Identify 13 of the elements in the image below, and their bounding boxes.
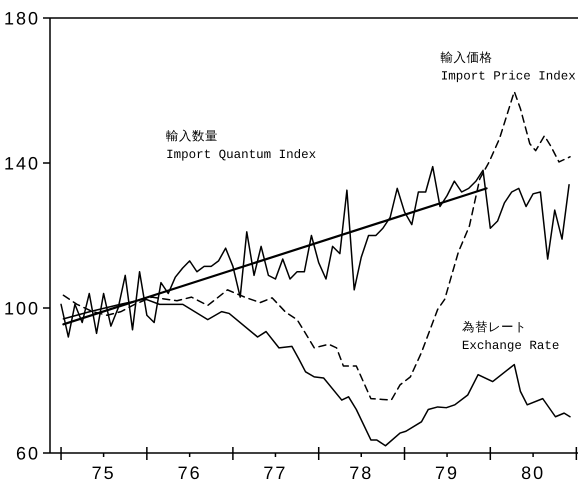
y-tick-label: 60 — [16, 443, 40, 464]
x-tick-label: 75 — [92, 463, 116, 483]
x-tick-label: 76 — [178, 463, 202, 483]
annotation: 為替レート Exchange Rate — [462, 320, 560, 354]
x-tick-label: 79 — [435, 463, 460, 483]
y-tick-label: 180 — [4, 8, 40, 28]
y-tick-label: 100 — [4, 298, 40, 318]
x-tick-label: 80 — [521, 463, 546, 483]
annotation: 輸入数量 Import Quantum Index — [166, 128, 316, 162]
x-tick-label: 78 — [349, 463, 374, 483]
y-tick-label: 140 — [4, 153, 40, 174]
annotation: 輸入価格 Import Price Index — [440, 50, 576, 84]
x-tick-label: 77 — [263, 463, 288, 483]
